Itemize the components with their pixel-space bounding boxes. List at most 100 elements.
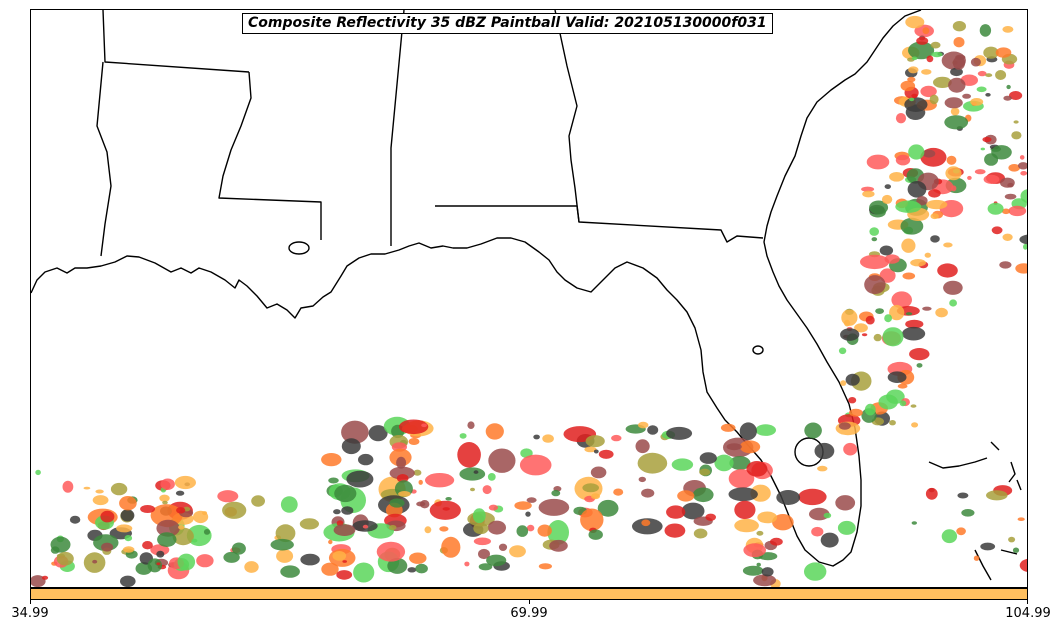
storm-blob	[930, 213, 939, 220]
storm-blob	[1019, 234, 1027, 245]
storm-blob	[342, 560, 348, 563]
storm-blob	[951, 185, 957, 192]
storm-blob	[953, 37, 965, 48]
storm-blob	[941, 529, 958, 544]
storm-blob	[986, 490, 1008, 501]
storm-blob	[231, 542, 246, 555]
storm-blob	[907, 181, 927, 198]
storm-blob	[967, 175, 972, 180]
storm-blob	[485, 423, 504, 440]
storm-blob	[1006, 84, 1011, 90]
storm-blob	[734, 500, 756, 520]
storm-blob	[699, 468, 711, 476]
storm-blob	[100, 510, 115, 523]
storm-blob	[756, 562, 761, 567]
storm-blob	[862, 190, 875, 198]
storm-blob	[854, 323, 868, 333]
storm-blob	[157, 532, 177, 547]
storm-blob	[424, 526, 432, 534]
gulf-coastline	[31, 10, 922, 567]
storm-blob	[116, 524, 133, 533]
storm-blob	[509, 545, 526, 558]
storm-blob	[396, 456, 407, 469]
storm-blob	[756, 530, 764, 536]
storm-blob	[897, 383, 908, 389]
storm-blob	[647, 425, 659, 435]
state-line-ar-la	[102, 10, 250, 73]
storm-blob	[1018, 162, 1027, 170]
storm-blob	[300, 553, 320, 566]
storm-blob	[50, 546, 60, 554]
storm-blob	[441, 536, 461, 558]
storm-blob	[905, 319, 924, 329]
storm-blob	[275, 524, 296, 543]
storm-blob	[911, 422, 919, 428]
storm-blob	[925, 487, 938, 500]
storm-blob	[387, 557, 408, 574]
storm-blob	[895, 154, 911, 166]
storm-blob	[533, 434, 540, 440]
storm-blob	[916, 196, 928, 206]
storm-blob	[486, 554, 507, 567]
storm-blob	[845, 373, 860, 386]
storm-blob	[916, 363, 923, 368]
storm-blob	[922, 149, 936, 158]
storm-blob	[83, 486, 91, 490]
storm-blob	[591, 493, 600, 500]
storm-blob	[280, 496, 298, 513]
storm-blob	[1019, 558, 1027, 572]
storm-blob	[901, 238, 916, 253]
storm-blob	[753, 574, 777, 587]
storm-blob	[879, 245, 894, 256]
storm-blob	[811, 526, 824, 537]
storm-blob	[949, 299, 957, 307]
storm-blob	[739, 422, 757, 441]
storm-blob	[910, 404, 917, 408]
storm-blob	[864, 275, 886, 295]
storm-blob	[900, 80, 916, 92]
storm-blob	[439, 526, 449, 532]
storm-blob	[336, 570, 353, 580]
storm-blob	[943, 242, 953, 248]
storm-blob	[908, 66, 919, 74]
map-canvas	[31, 10, 1028, 587]
storm-blob	[945, 166, 962, 181]
storm-blob	[922, 306, 932, 311]
storm-blob	[459, 433, 467, 439]
storm-blob	[884, 254, 900, 264]
storm-blob	[551, 489, 561, 497]
storm-blob	[585, 435, 605, 448]
storm-blob	[904, 97, 928, 112]
storm-blob	[150, 504, 183, 527]
storm-blob	[849, 408, 863, 417]
storm-blob	[176, 507, 186, 514]
storm-blob	[124, 535, 133, 542]
storm-blob	[991, 145, 1012, 160]
colorbar-tick-label-min: 34.99	[11, 606, 49, 621]
storm-blob	[1017, 517, 1025, 521]
storm-blob	[772, 514, 794, 531]
storm-blob	[418, 479, 423, 485]
storm-blob	[746, 461, 768, 477]
state-line-ms-al	[390, 10, 405, 246]
storm-blob	[976, 86, 987, 93]
storm-blob	[516, 525, 529, 537]
storm-blob	[1027, 251, 1028, 254]
storm-blob	[638, 421, 649, 429]
storm-blob	[910, 259, 926, 267]
storm-blob	[944, 97, 963, 109]
storm-blob	[358, 453, 374, 466]
storm-blob	[908, 144, 925, 160]
storm-blob	[970, 57, 981, 67]
storm-blob	[280, 565, 300, 578]
lake-small-1	[752, 345, 764, 355]
storm-blob	[776, 490, 801, 505]
storm-blob	[120, 575, 136, 587]
storm-blob	[389, 498, 405, 508]
storm-blob	[222, 501, 247, 519]
storm-blob	[120, 509, 135, 522]
storm-blob	[743, 543, 766, 558]
storm-blob	[962, 93, 971, 99]
storm-blob	[1019, 155, 1025, 160]
storm-blob	[937, 263, 958, 278]
